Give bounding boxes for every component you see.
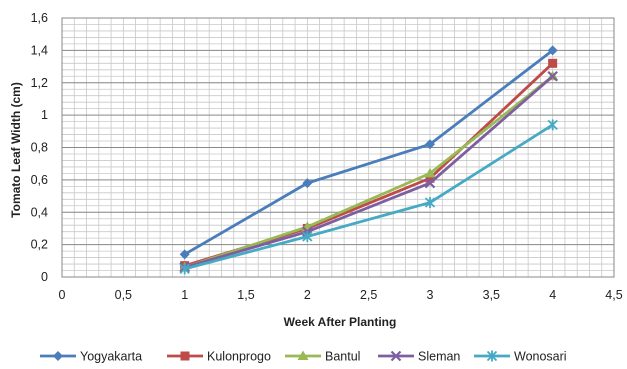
data-point-marker [53, 351, 63, 361]
legend-label: Yogyakarta [80, 350, 142, 364]
data-point-marker [486, 350, 498, 362]
data-point-marker [547, 70, 558, 82]
data-point-marker [425, 139, 435, 150]
y-tick-label: 0,2 [31, 238, 48, 252]
x-axis-tick-labels: 0 0,5 1 1,5 2 2,5 3 3,5 4 4,5 [59, 288, 623, 302]
plot-area [61, 17, 615, 278]
x-tick-label: 0 [59, 288, 66, 302]
x-tick-label: 4,5 [605, 288, 622, 302]
y-tick-label: 1,2 [31, 76, 48, 90]
legend-label: Wonosari [514, 350, 567, 364]
data-point-marker [548, 58, 558, 68]
legend-item-bantul: Bantul [285, 350, 360, 364]
y-axis-title: Tomato Leaf Width (cm) [9, 82, 23, 218]
y-tick-label: 0,6 [31, 173, 48, 187]
x-axis-title: Week After Planting [284, 315, 397, 329]
y-axis-tick-labels: 0 0,2 0,4 0,6 0,8 1 1,2 1,4 1,6 [31, 11, 48, 284]
gridlines [61, 17, 615, 278]
x-tick-label: 3,5 [483, 288, 500, 302]
legend: Yogyakarta Kulonprogo Bantul Sleman Wonosari [40, 350, 567, 364]
legend-item-yogyakarta: Yogyakarta [40, 350, 142, 364]
series-wonosari [179, 119, 558, 275]
x-tick-label: 0,5 [115, 288, 132, 302]
x-tick-label: 4 [549, 288, 556, 302]
y-tick-label: 0,8 [31, 141, 48, 155]
legend-label: Kulonprogo [207, 350, 271, 364]
series-line [183, 49, 554, 256]
x-tick-label: 2,5 [360, 288, 377, 302]
data-point-marker [302, 178, 313, 189]
series-line [184, 75, 554, 269]
x-tick-label: 2 [304, 288, 311, 302]
legend-item-sleman: Sleman [378, 350, 460, 364]
series-yogyakarta [179, 45, 558, 260]
y-tick-label: 1 [41, 108, 48, 122]
y-tick-label: 1,4 [31, 43, 48, 57]
x-tick-label: 3 [427, 288, 434, 302]
x-tick-label: 1,5 [237, 288, 254, 302]
data-point-marker [424, 197, 436, 209]
series-line [184, 123, 554, 271]
data-point-marker [302, 231, 313, 243]
legend-label: Sleman [418, 350, 460, 364]
data-point-marker [179, 263, 190, 275]
y-tick-label: 1,6 [31, 11, 48, 25]
series-line [184, 75, 554, 269]
data-point-marker [424, 177, 436, 189]
legend-item-kulonprogo: Kulonprogo [167, 350, 271, 364]
data-point-marker [424, 167, 436, 178]
y-tick-label: 0,4 [31, 205, 48, 219]
data-point-marker [425, 173, 435, 183]
data-point-marker [180, 351, 190, 361]
legend-item-wonosari: Wonosari [474, 350, 567, 364]
data-point-marker [390, 350, 402, 362]
series-lines [179, 45, 559, 275]
data-point-marker [179, 249, 190, 260]
data-point-marker [547, 45, 558, 56]
data-point-marker [547, 119, 558, 131]
data-point-marker [297, 350, 309, 360]
plot-border [61, 17, 615, 278]
legend-label: Bantul [325, 350, 360, 364]
y-tick-label: 0 [41, 270, 48, 284]
x-tick-label: 1 [181, 288, 188, 302]
